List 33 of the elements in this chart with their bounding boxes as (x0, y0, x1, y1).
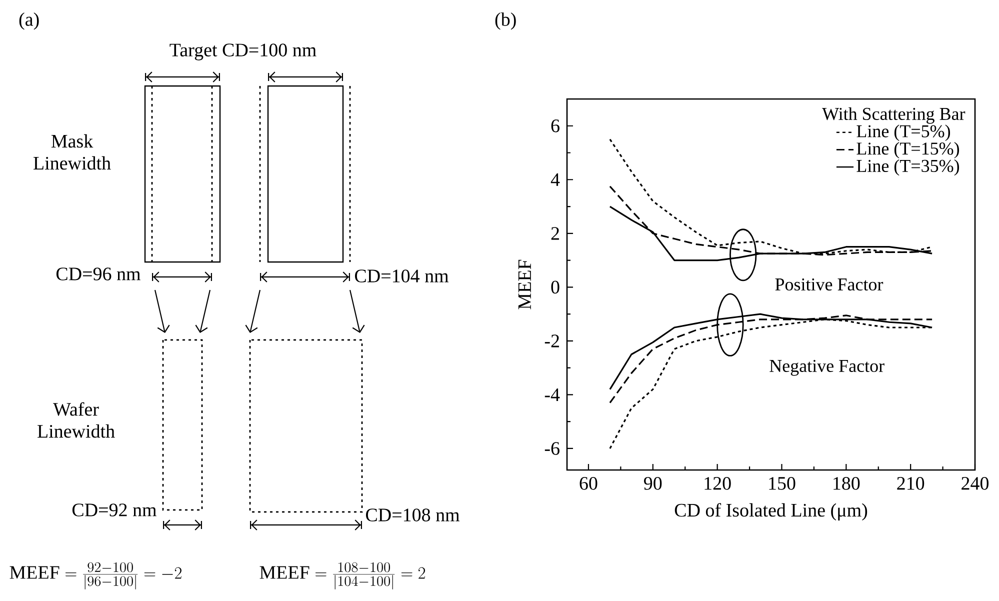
text: CD=92 nm (72, 504, 156, 516)
x-tick-label: 210 (897, 476, 924, 490)
y-tick-label: -6 (544, 442, 560, 455)
annotation: Positive Factor (775, 278, 884, 291)
text: $\mathrm{MEEF}=\frac{108-100}{|104-100|}=2$ (260, 562, 426, 590)
text: Wafer Linewidth (38, 402, 115, 438)
text: CD=108 nm (366, 508, 460, 522)
x-tick-label: 120 (704, 476, 731, 490)
legend-label: Line (T=5%) (856, 124, 950, 141)
y-tick-label: -4 (544, 388, 560, 401)
legend-label: Line (T=35%) (856, 159, 960, 176)
text: (a) (19, 12, 39, 30)
x-tick-label: 180 (834, 476, 860, 490)
x-tick-label: 240 (962, 476, 989, 490)
text: Mask Linewidth (34, 134, 111, 170)
annotation: Negative Factor (770, 360, 884, 376)
y-tick-label: 4 (550, 173, 560, 186)
text: CD=96 nm (56, 268, 140, 280)
y-axis-title: MEEF (518, 260, 531, 310)
legend-title: With Scattering Bar (822, 107, 966, 124)
legend-label: Line (T=15%) (856, 142, 960, 158)
x-axis-title: CD of Isolated Line (μm) (674, 503, 868, 521)
text: CD=104 nm (354, 270, 449, 282)
y-tick-label: 6 (551, 119, 560, 132)
y-tick-label: 0 (551, 280, 560, 294)
x-tick-label: 90 (644, 476, 662, 490)
text: Target CD=100 nm (170, 44, 316, 60)
y-tick-label: -2 (544, 334, 559, 348)
chart-title: (b) (495, 12, 516, 30)
y-tick-label: 2 (551, 227, 559, 240)
x-tick-label: 150 (769, 476, 796, 490)
text: $\mathrm{MEEF}=\frac{92-100}{|96-100|}=-2$ (10, 562, 182, 590)
x-tick-label: 60 (580, 476, 598, 490)
